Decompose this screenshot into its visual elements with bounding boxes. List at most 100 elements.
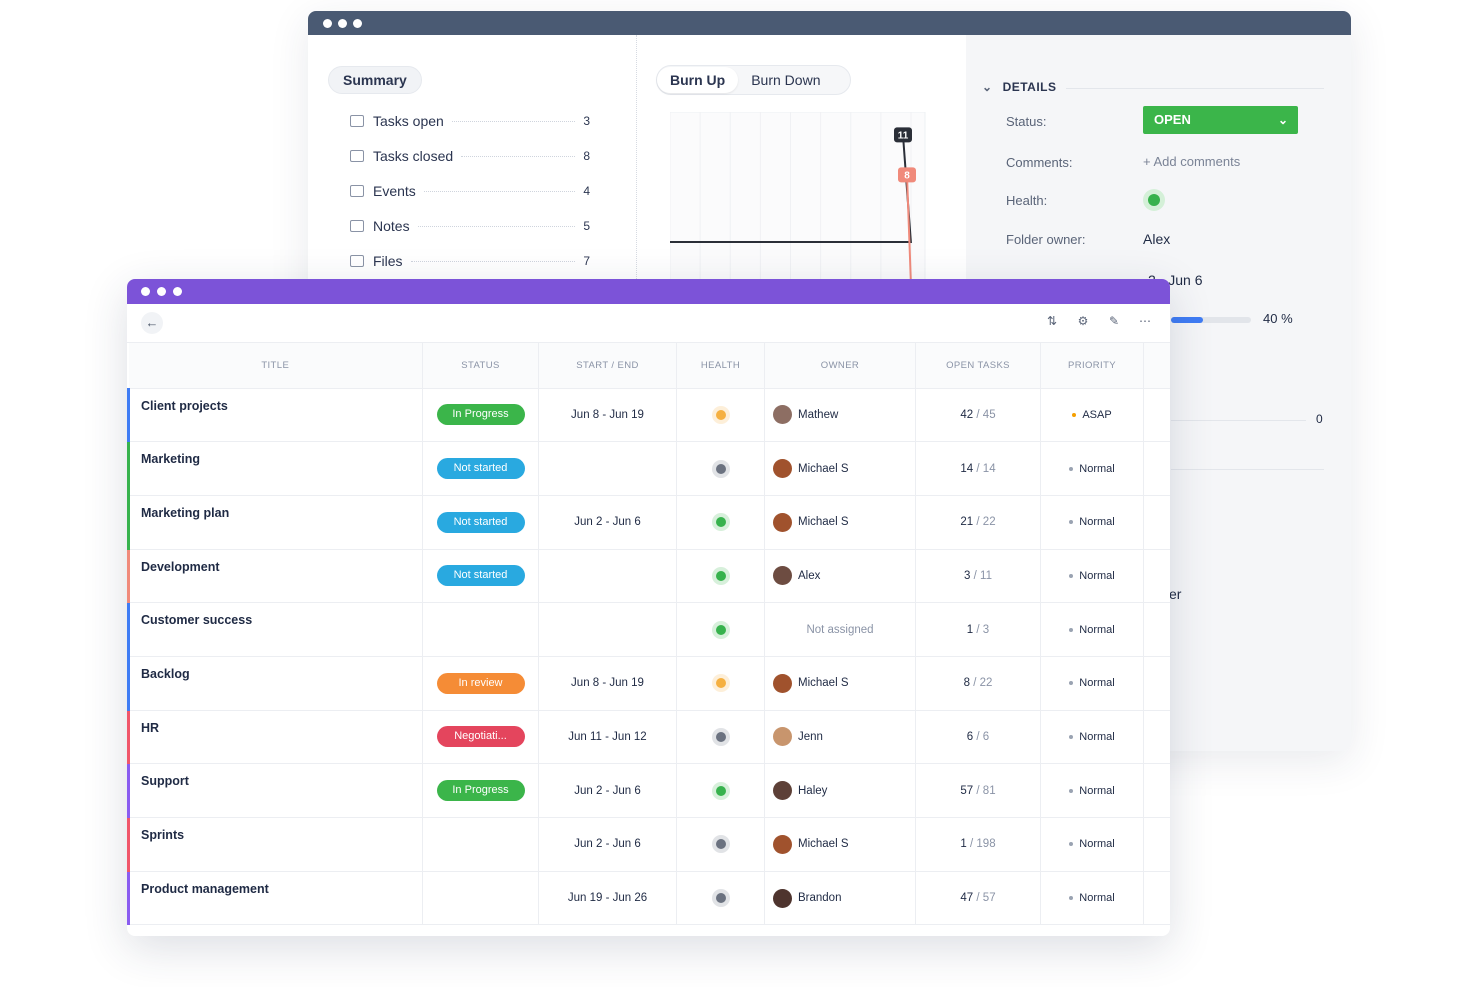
summary-row[interactable]: Tasks closed 8 [350,146,590,166]
status-cell[interactable]: Negotiati... [422,710,539,765]
health-indicator[interactable] [711,566,730,585]
priority-cell[interactable]: Normal [1040,656,1144,711]
start-end-cell[interactable]: Jun 11 - Jun 12 [538,710,677,765]
priority-cell[interactable]: ASAP [1040,388,1144,443]
window-dot-icon[interactable] [323,18,332,28]
start-end-cell[interactable]: Jun 8 - Jun 19 [538,656,677,711]
table-row[interactable]: Support In Progress Jun 2 - Jun 6 Haley 57 /… [127,763,1170,818]
table-row[interactable]: Marketing Not started Michael S 14 / 14 Norm… [127,441,1170,496]
priority-cell[interactable]: Normal [1040,549,1144,604]
health-cell[interactable] [676,871,765,926]
table-row[interactable]: Sprints Jun 2 - Jun 6 Michael S 1 / 198 Norm… [127,817,1170,872]
health-indicator[interactable] [711,620,730,639]
details-header[interactable]: ⌄ DETAILS [982,80,1057,94]
status-cell[interactable] [422,602,539,657]
health-cell[interactable] [676,710,765,765]
window-dot-icon[interactable] [141,287,150,296]
health-indicator[interactable] [711,459,730,478]
owner-name[interactable]: Michael S [798,838,849,851]
owner-name[interactable]: Jenn [798,730,823,743]
owner-cell[interactable]: Michael S [764,817,916,872]
row-title[interactable]: Sprints [127,817,423,872]
status-badge[interactable]: In review [436,672,525,694]
priority-cell[interactable]: Normal [1040,441,1144,496]
priority-cell[interactable]: Normal [1040,817,1144,872]
owner-name[interactable]: Not assigned [806,623,874,636]
status-badge[interactable]: In Progress [436,780,525,802]
owner-name[interactable]: Haley [798,784,828,797]
pencil-icon[interactable]: ✎ [1108,314,1120,328]
window-dot-icon[interactable] [173,287,182,296]
priority-cell[interactable]: Normal [1040,495,1144,550]
row-title[interactable]: Product management [127,871,423,926]
row-title[interactable]: Support [127,763,423,818]
status-cell[interactable] [422,871,539,926]
health-cell[interactable] [676,763,765,818]
health-cell[interactable] [676,817,765,872]
priority-cell[interactable]: Normal [1040,871,1144,926]
status-badge[interactable]: Not started [436,511,525,533]
start-end-cell[interactable] [538,602,677,657]
column-header-open-tasks[interactable]: OPEN TASKS [915,343,1041,389]
owner-name[interactable]: Michael S [798,677,849,690]
tab-burn-up[interactable]: Burn Up [657,67,739,93]
table-row[interactable]: Backlog In review Jun 8 - Jun 19 Michael S 8… [127,656,1170,711]
owner-name[interactable]: Brandon [798,892,842,905]
start-end-cell[interactable]: Jun 2 - Jun 6 [538,763,677,818]
health-cell[interactable] [676,602,765,657]
column-header-health[interactable]: HEALTH [676,343,765,389]
table-row[interactable]: Client projects In Progress Jun 8 - Jun 19… [127,388,1170,443]
status-cell[interactable]: In Progress [422,763,539,818]
owner-cell[interactable]: Not assigned [764,602,916,657]
owner-cell[interactable]: Michael S [764,441,916,496]
owner-cell[interactable]: Brandon [764,871,916,926]
column-header-priority[interactable]: PRIORITY [1040,343,1144,389]
row-title[interactable]: Marketing [127,441,423,496]
health-indicator[interactable] [711,781,730,800]
status-cell[interactable]: Not started [422,441,539,496]
status-badge[interactable]: In Progress [436,404,525,426]
health-indicator[interactable] [711,727,730,746]
owner-name[interactable]: Michael S [798,516,849,529]
folder-owner-value[interactable]: Alex [1143,231,1171,247]
window-dot-icon[interactable] [338,18,347,28]
arrow-left-icon[interactable]: ← [141,312,163,334]
more-icon[interactable]: ⋯ [1139,314,1151,328]
window-dot-icon[interactable] [157,287,166,296]
health-indicator[interactable] [711,513,730,532]
chevron-down-icon[interactable]: ⌄ [982,80,993,94]
summary-tab[interactable]: Summary [328,66,422,94]
status-cell[interactable] [422,817,539,872]
owner-cell[interactable]: Mathew [764,388,916,443]
row-title[interactable]: Customer success [127,602,423,657]
row-title[interactable]: Client projects [127,388,423,443]
status-badge[interactable]: Not started [436,565,525,587]
start-end-cell[interactable]: Jun 2 - Jun 6 [538,495,677,550]
owner-name[interactable]: Michael S [798,462,849,475]
column-header-owner[interactable]: OWNER [764,343,916,389]
priority-cell[interactable]: Normal [1040,763,1144,818]
health-indicator[interactable] [711,674,730,693]
owner-cell[interactable]: Michael S [764,495,916,550]
health-indicator[interactable] [711,835,730,854]
health-cell[interactable] [676,441,765,496]
owner-cell[interactable]: Haley [764,763,916,818]
health-cell[interactable] [676,495,765,550]
health-indicator[interactable] [1143,189,1165,211]
summary-row[interactable]: Events 4 [350,181,590,201]
table-row[interactable]: Product management Jun 19 - Jun 26 Brandon… [127,871,1170,926]
owner-name[interactable]: Mathew [798,408,839,421]
status-cell[interactable]: In Progress [422,388,539,443]
gear-icon[interactable]: ⚙ [1077,314,1089,328]
start-end-cell[interactable]: Jun 19 - Jun 26 [538,871,677,926]
row-title[interactable]: Marketing plan [127,495,423,550]
row-title[interactable]: Development [127,549,423,604]
status-badge[interactable]: Negotiati... [436,726,525,748]
owner-name[interactable]: Alex [798,569,821,582]
column-header-status[interactable]: STATUS [422,343,539,389]
summary-row[interactable]: Notes 5 [350,216,590,236]
health-cell[interactable] [676,549,765,604]
table-row[interactable]: Customer success Not assigned 1 / 3 Normal [127,602,1170,657]
health-indicator[interactable] [711,889,730,908]
start-end-cell[interactable]: Jun 8 - Jun 19 [538,388,677,443]
